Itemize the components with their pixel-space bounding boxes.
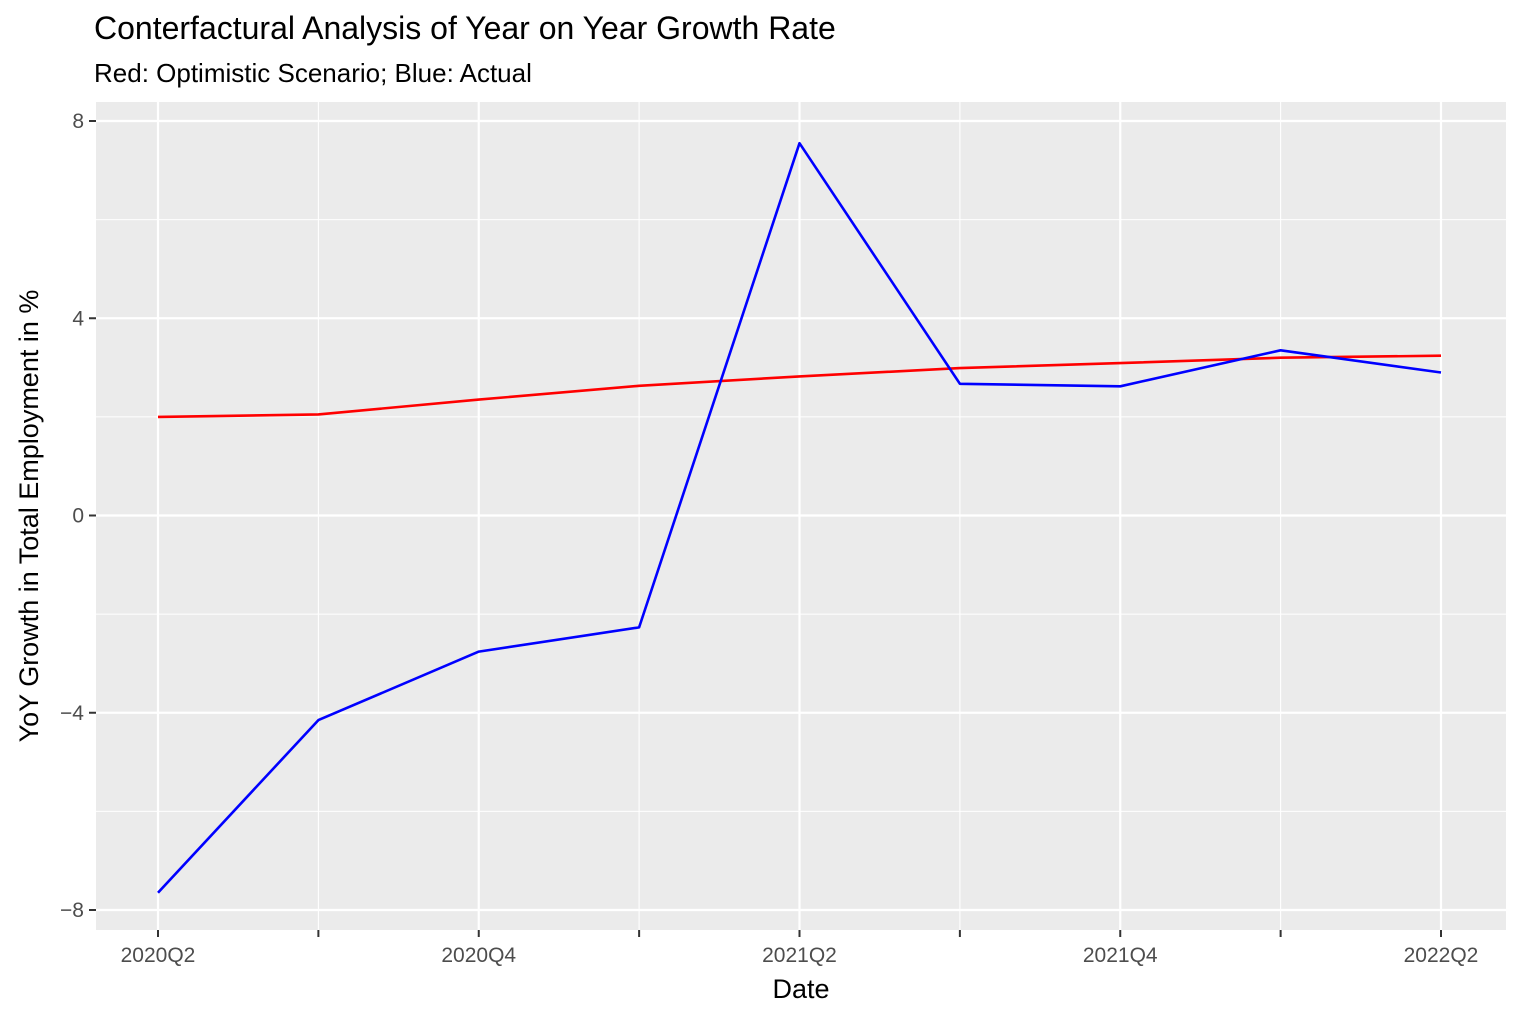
x-tick-label: 2020Q2 [121,944,196,967]
x-axis-title: Date [772,974,829,1004]
x-tick-label: 2021Q4 [1083,944,1158,967]
chart-title: Conterfactural Analysis of Year on Year … [94,10,836,46]
y-axis: −8 −4 0 4 8 [60,110,96,922]
y-tick-label: 8 [72,110,84,133]
series-line-optimistic [157,354,1442,419]
series-layer [157,141,1442,894]
y-axis-title: YoY Growth in Total Employment in % [14,290,44,743]
x-tick-label: 2021Q2 [762,944,837,967]
y-tick-label: 0 [72,505,84,528]
chart-subtitle: Red: Optimistic Scenario; Blue: Actual [94,58,532,88]
y-tick-label: −4 [60,702,84,725]
x-tick-label: 2022Q2 [1404,944,1479,967]
y-tick-label: −8 [60,899,84,922]
x-tick-label: 2020Q4 [441,944,516,967]
y-tick-label: 4 [72,307,84,330]
major-gridlines [96,102,1506,930]
x-axis: 2020Q2 2020Q4 2021Q2 2021Q4 2022Q2 [121,930,1479,967]
